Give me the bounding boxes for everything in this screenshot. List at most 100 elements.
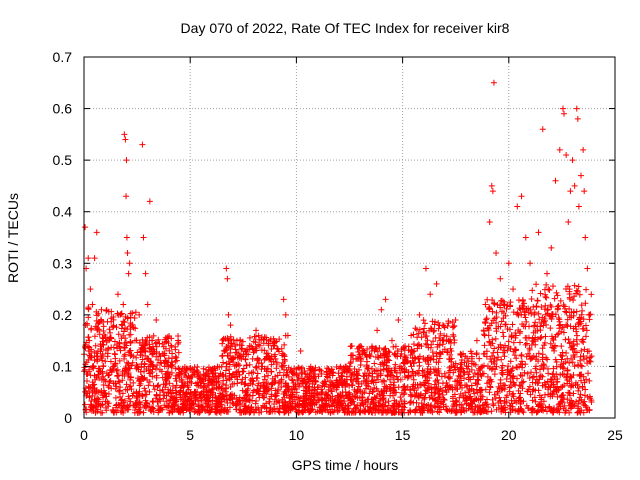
background-point: [498, 385, 505, 392]
background-point: [530, 338, 537, 345]
background-point: [509, 391, 516, 398]
background-point: [95, 320, 102, 327]
background-point: [571, 282, 578, 289]
background-point: [113, 404, 120, 411]
background-point: [518, 406, 525, 413]
data-point: [580, 146, 587, 153]
background-point: [499, 329, 506, 336]
background-point: [535, 387, 542, 394]
background-point: [259, 402, 266, 409]
background-point: [569, 359, 576, 366]
background-point: [296, 365, 303, 372]
background-point: [509, 321, 516, 328]
background-point: [339, 392, 346, 399]
background-point: [570, 372, 577, 379]
background-point: [398, 365, 405, 372]
background-point: [522, 341, 529, 348]
background-point: [283, 406, 290, 413]
data-point: [102, 358, 109, 365]
background-point: [216, 383, 223, 390]
data-point: [191, 389, 198, 396]
background-point: [578, 302, 585, 309]
data-point: [573, 105, 580, 112]
background-point: [503, 376, 510, 383]
background-point: [387, 407, 394, 414]
data-point: [142, 270, 149, 277]
background-point: [254, 370, 261, 377]
background-point: [576, 319, 583, 326]
background-point: [295, 402, 302, 409]
x-tick-label: 10: [289, 427, 305, 443]
data-point: [219, 353, 226, 360]
background-point: [309, 387, 316, 394]
background-point: [236, 341, 243, 348]
background-point: [89, 364, 96, 371]
background-point: [420, 317, 427, 324]
background-point: [165, 389, 172, 396]
background-point: [219, 352, 226, 359]
background-point: [398, 346, 405, 353]
background-point: [356, 344, 363, 351]
data-point: [140, 234, 147, 241]
background-point: [189, 366, 196, 373]
background-point: [110, 408, 117, 415]
x-tick-label: 15: [395, 427, 411, 443]
background-point: [324, 374, 331, 381]
background-point: [539, 404, 546, 411]
background-point: [192, 407, 199, 414]
background-point: [414, 369, 421, 376]
background-point: [566, 286, 573, 293]
background-point: [236, 394, 243, 401]
background-point: [510, 379, 517, 386]
background-point: [388, 404, 395, 411]
data-point: [123, 193, 130, 200]
background-point: [539, 382, 546, 389]
background-point: [275, 398, 282, 405]
background-point: [347, 376, 354, 383]
background-point: [127, 383, 134, 390]
background-point: [232, 349, 239, 356]
background-point: [545, 286, 552, 293]
background-point: [236, 371, 243, 378]
data-point: [114, 291, 121, 298]
background-point: [533, 303, 540, 310]
background-point: [163, 358, 170, 365]
background-point: [498, 318, 505, 325]
background-point: [364, 345, 371, 352]
background-point: [435, 319, 442, 326]
background-point: [559, 392, 566, 399]
background-point: [153, 353, 160, 360]
background-point: [547, 390, 554, 397]
background-point: [150, 346, 157, 353]
background-point: [372, 409, 379, 416]
background-point: [527, 306, 534, 313]
background-point: [91, 357, 98, 364]
background-point: [98, 306, 105, 313]
background-point: [305, 376, 312, 383]
background-point: [209, 385, 216, 392]
background-point: [341, 368, 348, 375]
background-point: [542, 302, 549, 309]
background-point: [215, 372, 222, 379]
background-point: [115, 331, 122, 338]
background-point: [134, 363, 141, 370]
background-point: [425, 344, 432, 351]
background-point: [351, 386, 358, 393]
background-point: [359, 394, 366, 401]
background-point: [102, 404, 109, 411]
background-point: [155, 336, 162, 343]
background-point: [393, 409, 400, 416]
background-point: [152, 395, 159, 402]
background-point: [470, 373, 477, 380]
background-point: [583, 376, 590, 383]
background-point: [548, 303, 555, 310]
background-point: [270, 342, 277, 349]
data-point: [408, 332, 415, 339]
background-point: [117, 310, 124, 317]
data-point: [488, 182, 495, 189]
background-point: [411, 387, 418, 394]
background-point: [338, 373, 345, 380]
background-point: [389, 372, 396, 379]
background-point: [157, 398, 164, 405]
background-point: [274, 372, 281, 379]
